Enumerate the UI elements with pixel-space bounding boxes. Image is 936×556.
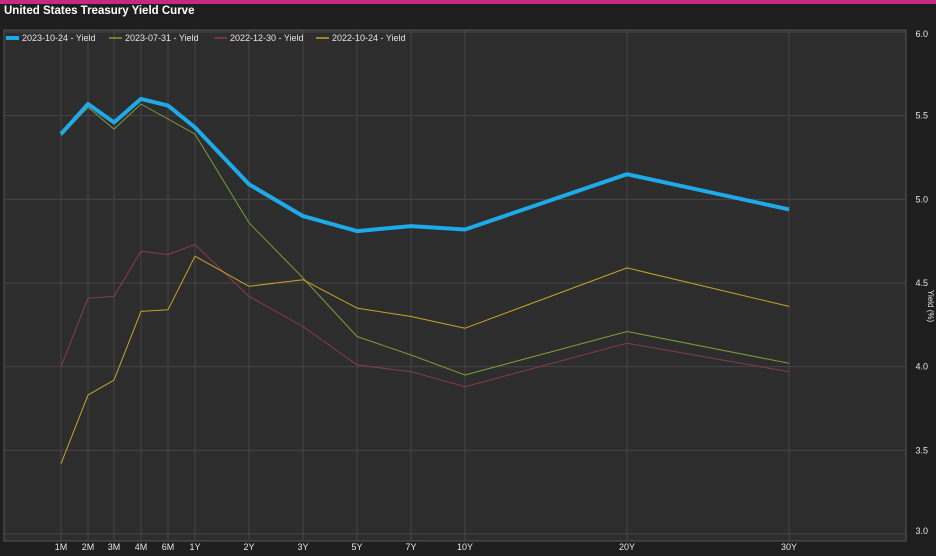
y-tick-label: 3.0 [915,526,928,536]
legend: 2023-10-24 - Yield 2023-07-31 - Yield 2022… [6,33,406,43]
x-tick-label: 1Y [189,542,200,552]
series-line-2022-12-30 [60,244,790,388]
grid [4,30,906,541]
x-tick-label: 30Y [781,542,797,552]
y-tick-label: 3.5 [915,445,928,455]
y-tick-label: 4.0 [915,362,928,372]
series-lines [59,96,790,464]
x-tick-label: 1M [55,542,68,552]
plot-area [3,29,907,542]
x-tick-label: 20Y [619,542,635,552]
x-tick-label: 6M [162,542,175,552]
y-tick-label: 5.5 [915,111,928,121]
x-tick-label: 3Y [297,542,308,552]
chart-title: United States Treasury Yield Curve [4,5,195,17]
series-line-2023-07-31 [60,103,790,376]
series-line-2022-10-24 [60,255,790,464]
x-tick-label: 4M [135,542,148,552]
x-tick-label: 7Y [405,542,416,552]
x-tick-label: 2Y [243,542,254,552]
y-tick-label: 6.0 [915,29,928,39]
x-axis: 1M 2M 3M 4M 6M 1Y 2Y 3Y 5Y 7Y 10Y 20Y 30Y [55,542,797,552]
y-axis-label: Yield (%) [926,290,935,322]
series-line-2023-10-24 [59,96,790,234]
x-tick-label: 3M [108,542,121,552]
legend-label: 2023-10-24 - Yield [22,33,96,43]
x-tick-label: 2M [82,542,95,552]
x-tick-label: 5Y [351,542,362,552]
legend-label: 2022-12-30 - Yield [230,33,304,43]
top-accent-bar [0,0,936,4]
legend-label: 2022-10-24 - Yield [332,33,406,43]
y-tick-label: 5.0 [915,194,928,204]
legend-label: 2023-07-31 - Yield [125,33,199,43]
y-tick-label: 4.5 [915,278,928,288]
y-axis: 6.0 5.5 5.0 4.5 4.0 3.5 3.0 [915,29,928,536]
x-tick-label: 10Y [457,542,473,552]
